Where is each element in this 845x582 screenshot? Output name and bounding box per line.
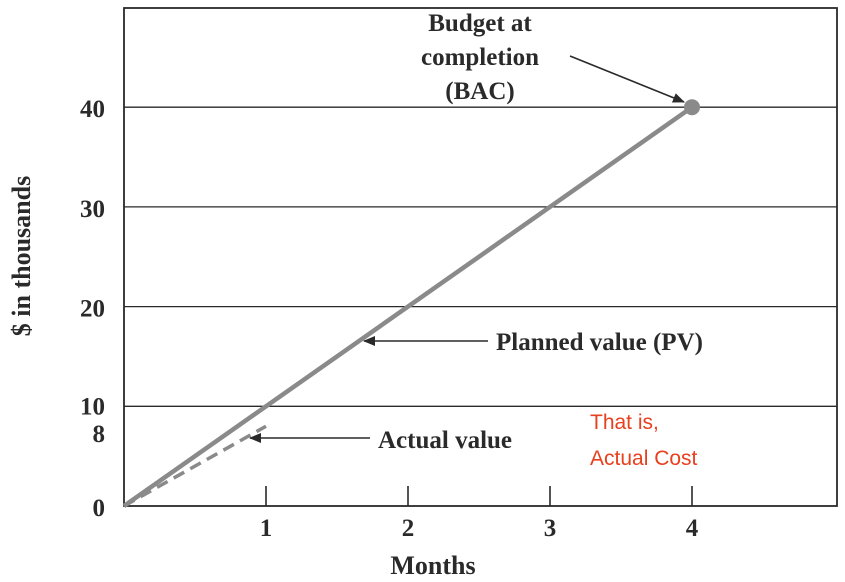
bac-label-line-2: completion bbox=[421, 44, 539, 71]
y-tick-label: 30 bbox=[80, 196, 105, 223]
x-axis-ticks: 1 2 3 4 bbox=[260, 486, 699, 542]
y-axis-title: $ in thousands bbox=[7, 176, 36, 336]
y-axis-ticks: 0 810 20 30 40 bbox=[80, 96, 105, 522]
bac-label-line-3: (BAC) bbox=[445, 78, 514, 105]
y-tick-label: 10 bbox=[80, 393, 105, 420]
x-tick-label: 4 bbox=[686, 515, 699, 542]
bac-point bbox=[684, 99, 700, 116]
x-tick-label: 1 bbox=[260, 515, 273, 542]
planned-value-line bbox=[122, 105, 694, 508]
x-tick-label: 2 bbox=[402, 515, 415, 542]
bac-annotation-arrow bbox=[569, 55, 685, 103]
pv-label: Planned value (PV) bbox=[496, 329, 703, 356]
bac-label-line-1: Budget at bbox=[428, 10, 532, 37]
series-group bbox=[122, 99, 700, 508]
y-tick-label: 0 bbox=[93, 495, 106, 522]
note-line-1: That is, bbox=[590, 411, 659, 434]
actual-value-line bbox=[123, 424, 267, 508]
plot-frame bbox=[123, 7, 838, 507]
x-tick-label: 3 bbox=[544, 515, 557, 542]
y-tick-label: 40 bbox=[80, 96, 105, 123]
note-line-2: Actual Cost bbox=[590, 447, 698, 470]
y-tick-label: 8 bbox=[93, 421, 106, 448]
x-axis-title: Months bbox=[390, 551, 475, 580]
actual-value-label: Actual value bbox=[378, 427, 512, 454]
gridlines bbox=[124, 106, 837, 407]
y-tick-label: 20 bbox=[80, 296, 105, 323]
